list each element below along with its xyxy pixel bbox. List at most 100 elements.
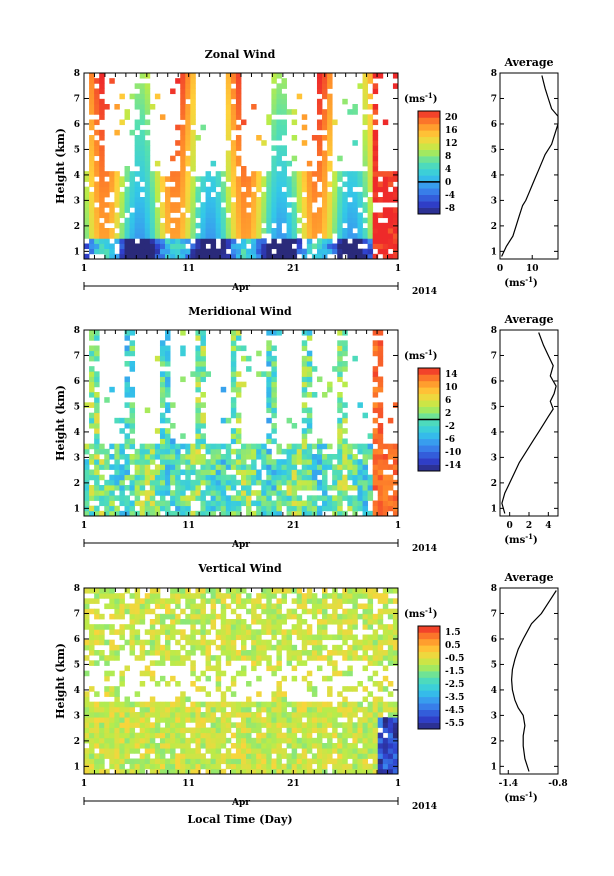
- heat-cell: [281, 176, 287, 182]
- heat-cell: [261, 485, 267, 491]
- avg-y-tick-label: 7: [491, 94, 497, 104]
- heat-cell: [134, 145, 141, 151]
- heat-cell: [119, 119, 125, 126]
- heat-cell: [134, 171, 141, 177]
- heat-cell: [266, 392, 272, 398]
- heat-cell: [316, 119, 323, 126]
- heat-cell: [322, 181, 328, 188]
- heat-cell: [195, 675, 201, 682]
- heat-cell: [261, 238, 267, 244]
- heat-cell: [134, 743, 141, 749]
- heat-cell: [372, 768, 379, 775]
- heat-cell: [251, 454, 257, 460]
- heat-cell: [235, 345, 242, 352]
- heat-cell: [144, 176, 151, 182]
- heat-cell: [185, 83, 191, 89]
- heat-cell: [266, 479, 272, 486]
- heat-cell: [190, 619, 196, 625]
- heat-cell: [291, 500, 298, 507]
- heat-cell: [114, 722, 120, 728]
- heat-cell: [311, 500, 318, 507]
- heat-cell: [337, 459, 343, 465]
- heat-cell: [129, 361, 136, 367]
- heat-cell: [94, 691, 100, 697]
- heat-cell: [190, 222, 196, 229]
- heat-cell: [327, 717, 333, 723]
- heat-cell: [180, 588, 186, 594]
- heat-cell: [109, 712, 115, 718]
- heat-cell: [281, 166, 287, 172]
- heat-cell: [241, 712, 247, 718]
- heat-cell: [327, 758, 333, 765]
- heat-cell: [392, 706, 399, 713]
- heat-cell: [311, 222, 318, 229]
- heat-cell: [139, 608, 146, 615]
- heat-cell: [281, 160, 287, 167]
- heat-cell: [251, 763, 257, 770]
- heat-cell: [271, 243, 277, 250]
- heat-cell: [94, 613, 100, 620]
- heat-cell: [296, 619, 303, 625]
- heat-cell: [165, 644, 171, 651]
- colorbar-tick-label: -0.5: [445, 654, 464, 664]
- heat-cell: [84, 712, 90, 718]
- heat-cell: [286, 109, 293, 115]
- heat-cell: [235, 253, 242, 260]
- heat-cell: [220, 238, 227, 244]
- heat-cell: [225, 650, 232, 656]
- heat-cell: [99, 639, 105, 646]
- heat-cell: [190, 197, 196, 203]
- heat-cell: [276, 665, 282, 672]
- heat-cell: [241, 202, 247, 208]
- heat-cell: [281, 93, 287, 100]
- heat-cell: [392, 186, 399, 193]
- heat-cell: [271, 186, 277, 193]
- heat-cell: [104, 500, 110, 507]
- panel-title: Meridional Wind: [188, 305, 292, 318]
- heat-cell: [337, 186, 343, 193]
- heat-cell: [185, 768, 191, 775]
- heat-cell: [316, 598, 323, 604]
- heat-cell: [271, 355, 277, 362]
- heat-cell: [200, 701, 206, 708]
- heat-cell: [316, 603, 323, 610]
- heat-cell: [230, 675, 237, 682]
- heat-cell: [94, 454, 100, 460]
- heat-cell: [225, 644, 232, 651]
- heat-cell: [144, 732, 151, 739]
- heat-cell: [225, 129, 232, 136]
- heat-cell: [200, 330, 206, 336]
- heat-cell: [271, 479, 277, 486]
- heat-cell: [185, 176, 191, 182]
- heat-cell: [281, 181, 287, 188]
- heat-cell: [225, 243, 232, 250]
- heat-cell: [94, 93, 100, 100]
- heat-cell: [195, 361, 201, 367]
- heat-cell: [337, 500, 343, 507]
- heat-cell: [89, 171, 95, 177]
- heat-cell: [89, 217, 95, 224]
- heat-cell: [180, 737, 186, 744]
- heat-cell: [109, 181, 115, 188]
- heat-cell: [372, 392, 379, 398]
- heat-cell: [119, 417, 125, 424]
- y-tick-label: 2: [74, 222, 80, 232]
- heat-cell: [261, 459, 267, 465]
- heat-cell: [185, 655, 191, 661]
- heat-cell: [377, 768, 384, 775]
- heat-cell: [114, 171, 120, 177]
- heat-cell: [342, 712, 348, 718]
- heat-cell: [104, 753, 110, 759]
- heat-cell: [165, 417, 171, 424]
- heat-cell: [165, 500, 171, 507]
- heat-cell: [139, 701, 146, 708]
- heat-cell: [139, 603, 146, 610]
- heat-cell: [149, 212, 156, 219]
- heat-cell: [316, 748, 323, 754]
- heat-cell: [306, 392, 313, 398]
- heat-cell: [301, 619, 308, 625]
- heat-cell: [241, 758, 247, 765]
- heat-cell: [377, 448, 384, 455]
- heat-cell: [362, 88, 369, 95]
- heat-cell: [165, 392, 171, 398]
